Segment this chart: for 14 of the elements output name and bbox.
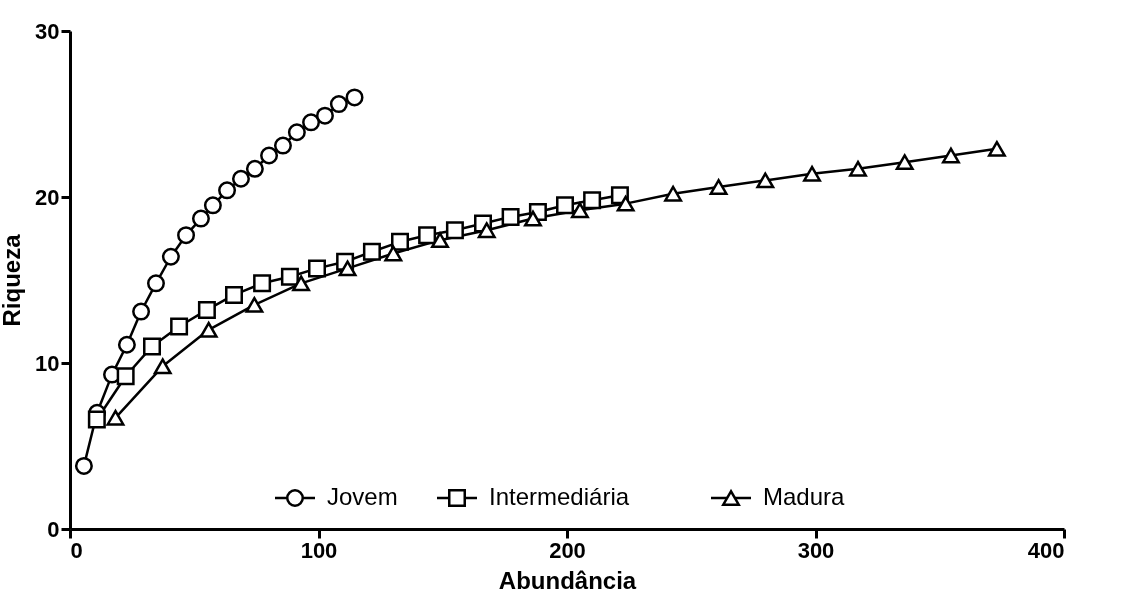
legend-label: Intermediária <box>489 483 630 510</box>
x-tick-label: 400 <box>1027 537 1065 563</box>
legend-label: Madura <box>763 483 846 510</box>
y-tick-label: 0 <box>47 516 60 542</box>
y-tick-label: 20 <box>35 184 60 210</box>
x-tick-label: 100 <box>300 537 338 563</box>
x-tick-label: 300 <box>797 537 835 563</box>
legend-label: Jovem <box>327 483 398 510</box>
y-axis-title: Riqueza <box>0 233 26 327</box>
x-tick-label: 200 <box>549 537 586 563</box>
x-tick-label: 0 <box>70 537 83 563</box>
x-axis-title: Abundância <box>498 566 637 594</box>
y-tick-label: 30 <box>35 18 60 44</box>
y-tick-label: 10 <box>35 350 60 376</box>
